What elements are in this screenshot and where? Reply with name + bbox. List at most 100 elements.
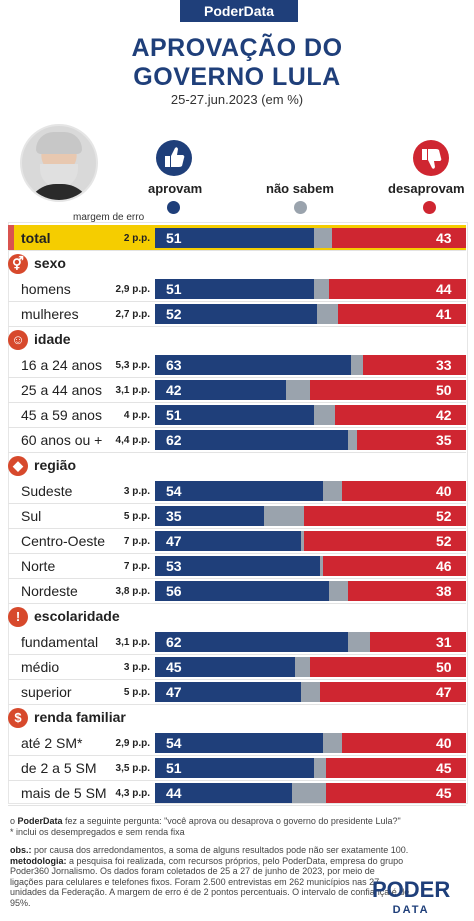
bar-unknown <box>301 531 304 551</box>
value-approve: 54 <box>166 483 182 499</box>
section-title-regiao: região <box>34 457 77 473</box>
value-disapprove: 31 <box>436 634 452 650</box>
bar-approve <box>155 405 314 425</box>
margin-of-error: 3,1 p.p. <box>115 637 150 648</box>
logo-bottom: DATA <box>392 904 430 916</box>
bar-unknown <box>295 657 310 677</box>
bar-disapprove <box>342 733 466 753</box>
value-disapprove: 40 <box>436 483 452 499</box>
moe-header: margem de erro <box>73 212 145 223</box>
margin-of-error: 4,4 p.p. <box>115 435 150 446</box>
margin-of-error: 4 p.p. <box>123 410 150 421</box>
bar-approve <box>155 556 320 576</box>
margin-of-error: 2,9 p.p. <box>115 284 150 295</box>
gender-icon: ⚥ <box>8 254 28 274</box>
value-approve: 35 <box>166 508 182 524</box>
row-separator <box>8 780 466 781</box>
footnote: * inclui os desempregados e sem renda fi… <box>10 827 185 837</box>
bar-unknown <box>314 228 332 248</box>
bar-approve <box>155 380 286 400</box>
logo-top: PODER <box>372 877 451 902</box>
bar-approve <box>155 481 323 501</box>
legend-approve-swatch <box>167 201 180 214</box>
row-label-mulheres: mulheres <box>21 306 79 322</box>
row-label-16-a-24-anos: 16 a 24 anos <box>21 357 102 373</box>
row-label-ate-2-sm: até 2 SM* <box>21 735 83 751</box>
row-separator <box>8 377 466 378</box>
bar-approve <box>155 632 348 652</box>
person-icon: ☺ <box>8 330 28 350</box>
value-approve: 63 <box>166 357 182 373</box>
note-prefix: o <box>10 816 18 826</box>
margin-of-error: 5 p.p. <box>123 687 150 698</box>
metodologia-text: a pesquisa foi realizada, com recursos p… <box>10 855 410 908</box>
section-title-idade: idade <box>34 331 71 347</box>
total-marker <box>8 225 14 251</box>
bar-unknown <box>317 304 338 324</box>
bar-unknown <box>314 279 329 299</box>
value-approve: 54 <box>166 735 182 751</box>
margin-of-error: 3,8 p.p. <box>115 586 150 597</box>
value-approve: 52 <box>166 306 182 322</box>
bar-approve <box>155 682 301 702</box>
value-disapprove: 42 <box>436 407 452 423</box>
bar-unknown <box>348 430 357 450</box>
bar-approve <box>155 506 264 526</box>
chart-frame <box>8 222 468 804</box>
bar-unknown <box>323 733 342 753</box>
value-disapprove: 38 <box>436 583 452 599</box>
photo-hair <box>36 132 82 154</box>
poderdata-logo: PODER DATA <box>372 877 451 920</box>
margin-of-error: 2 p.p. <box>123 233 150 244</box>
bar-approve <box>155 430 348 450</box>
bar-unknown <box>292 783 326 803</box>
value-disapprove: 35 <box>436 432 452 448</box>
obs-text: por causa dos arredondamentos, a soma de… <box>31 845 409 855</box>
bar-unknown <box>264 506 304 526</box>
margin-of-error: 7 p.p. <box>123 561 150 572</box>
bar-disapprove <box>326 783 466 803</box>
obs-note: obs.: por causa dos arredondamentos, a s… <box>10 845 410 908</box>
bar-approve <box>155 304 317 324</box>
section-separator <box>8 452 466 453</box>
value-approve: 47 <box>166 533 182 549</box>
note-brand: PoderData <box>17 816 63 826</box>
value-disapprove: 43 <box>436 230 452 246</box>
bar-unknown <box>314 405 335 425</box>
bar-disapprove <box>370 632 466 652</box>
bar-disapprove <box>335 405 466 425</box>
row-label-mais-de-5-sm: mais de 5 SM <box>21 785 107 801</box>
row-label-sudeste: Sudeste <box>21 483 73 499</box>
bar-disapprove <box>342 481 466 501</box>
bar-approve <box>155 279 314 299</box>
margin-of-error: 3,5 p.p. <box>115 763 150 774</box>
value-approve: 51 <box>166 760 182 776</box>
bar-unknown <box>320 556 323 576</box>
bar-unknown <box>348 632 370 652</box>
row-label-superior: superior <box>21 684 72 700</box>
legend-disapprove-label: desaprovam <box>388 181 465 196</box>
row-separator <box>8 578 466 579</box>
value-approve: 62 <box>166 432 182 448</box>
photo-suit <box>26 184 92 200</box>
value-disapprove: 47 <box>436 684 452 700</box>
value-disapprove: 50 <box>436 382 452 398</box>
row-label-total: total <box>21 230 51 246</box>
bar-disapprove <box>326 758 466 778</box>
margin-of-error: 3,1 p.p. <box>115 385 150 396</box>
bar-unknown <box>286 380 310 400</box>
row-label-medio: médio <box>21 659 60 675</box>
margin-of-error: 2,9 p.p. <box>115 738 150 749</box>
section-separator <box>8 250 466 251</box>
metodologia-label: metodologia: <box>10 855 67 866</box>
section-separator <box>8 326 466 327</box>
thumbs-up-icon <box>156 140 192 176</box>
bar-unknown <box>301 682 320 702</box>
bar-disapprove <box>310 657 466 677</box>
bar-disapprove <box>304 531 466 551</box>
section-icon: ◆ <box>8 456 28 476</box>
value-disapprove: 44 <box>436 281 452 297</box>
row-separator <box>8 679 466 680</box>
value-disapprove: 52 <box>436 533 452 549</box>
bar-unknown <box>351 355 363 375</box>
